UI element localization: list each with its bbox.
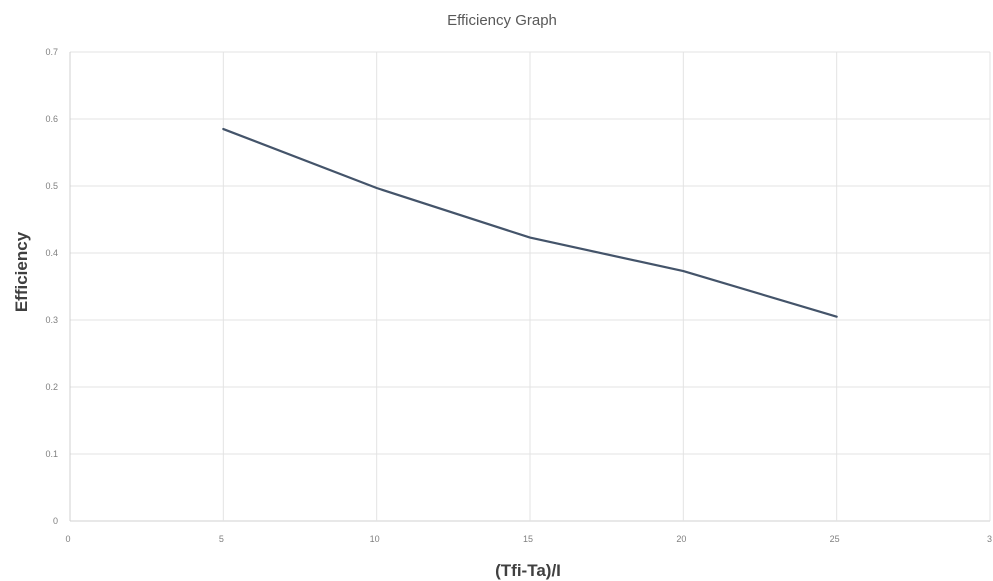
y-tick-label: 0.3	[45, 315, 58, 325]
grid-lines	[69, 51, 991, 522]
series-layer	[222, 127, 838, 318]
x-tick-label: 3	[987, 534, 992, 544]
y-tick-label: 0.1	[45, 449, 58, 459]
y-tick-label: 0	[53, 516, 58, 526]
y-tick-label: 0.4	[45, 248, 58, 258]
x-tick-label: 0	[65, 534, 70, 544]
x-axis-label: (Tfi-Ta)/I	[495, 561, 561, 580]
series-line	[222, 127, 838, 318]
y-tick-label: 0.5	[45, 181, 58, 191]
x-tick-label: 5	[219, 534, 224, 544]
chart-title: Efficiency Graph	[447, 12, 557, 29]
x-tick-label: 10	[370, 534, 380, 544]
x-axis-ticks: 0 5 10 15 20 25 3	[65, 534, 992, 544]
y-tick-label: 0.6	[45, 114, 58, 124]
y-axis-ticks: 0 0.1 0.2 0.3 0.4 0.5 0.6 0.7	[45, 47, 58, 526]
y-tick-label: 0.7	[45, 47, 58, 57]
x-tick-label: 25	[830, 534, 840, 544]
x-tick-label: 15	[523, 534, 533, 544]
y-tick-label: 0.2	[45, 382, 58, 392]
y-axis-label: Efficiency	[12, 231, 31, 312]
x-tick-label: 20	[676, 534, 686, 544]
